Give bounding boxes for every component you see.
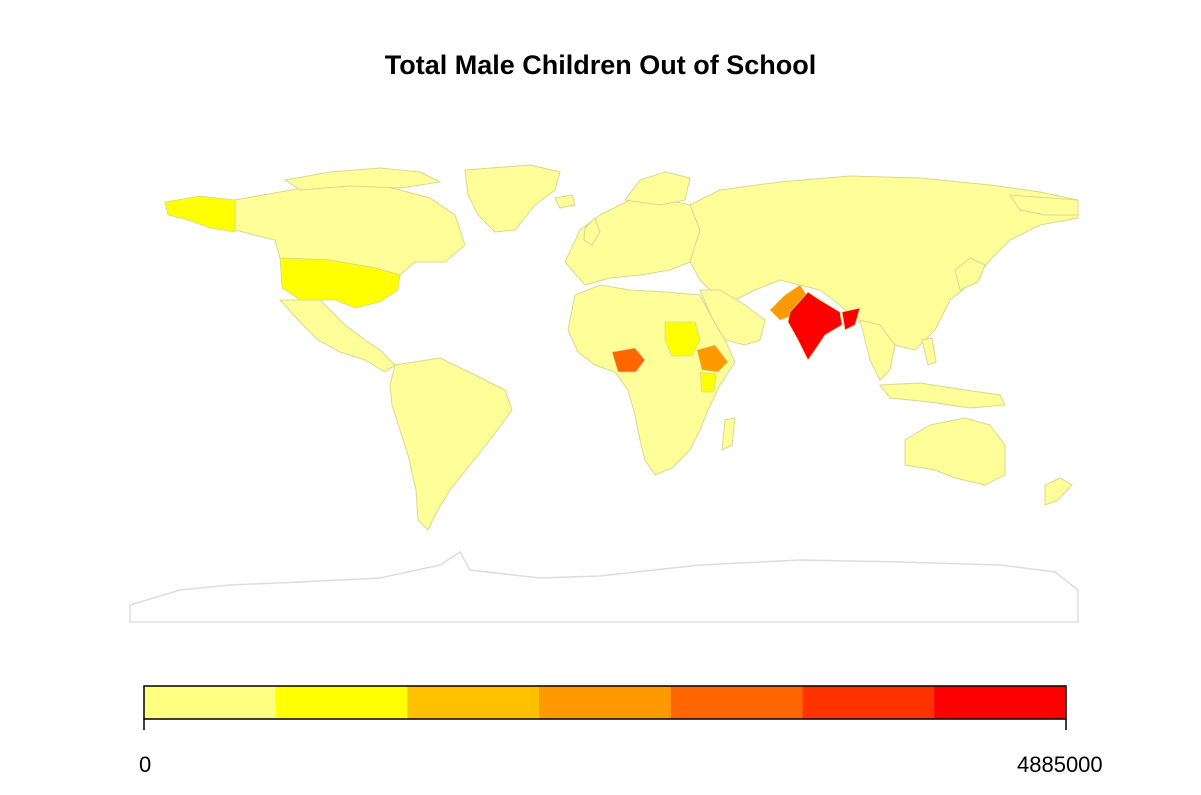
madagascar xyxy=(721,417,736,451)
scandinavia xyxy=(624,171,691,206)
country-usa xyxy=(279,257,401,309)
east-russia xyxy=(1009,194,1079,216)
legend-min-label: 0 xyxy=(139,752,152,777)
legend xyxy=(143,685,1067,730)
europe xyxy=(564,197,701,286)
arctic-islands xyxy=(283,167,442,191)
country-nigeria xyxy=(611,347,646,373)
country-alaska xyxy=(164,195,236,233)
central-america xyxy=(278,299,396,373)
legend-swatches xyxy=(144,686,1067,719)
country-ethiopia xyxy=(696,344,729,373)
japan xyxy=(954,257,986,291)
indonesia xyxy=(879,382,1006,409)
map-title: Total Male Children Out of School xyxy=(384,50,817,80)
legend-swatch xyxy=(670,686,804,719)
philippines xyxy=(921,337,937,366)
australia xyxy=(904,417,1006,486)
legend-border xyxy=(143,685,1067,720)
country-india xyxy=(787,291,843,361)
iceland xyxy=(554,194,576,209)
legend-swatch xyxy=(934,686,1067,719)
legend-swatch xyxy=(275,686,408,719)
southeast-asia xyxy=(859,319,896,381)
new-zealand xyxy=(1044,477,1073,506)
uk xyxy=(583,217,601,246)
legend-max-label: 4885000 xyxy=(1017,752,1103,777)
canada xyxy=(234,181,466,276)
country-kenya xyxy=(699,371,717,393)
highlighted-countries xyxy=(164,195,861,393)
greenland xyxy=(464,164,561,233)
antarctica xyxy=(129,550,1079,623)
country-sudan xyxy=(664,321,701,357)
legend-swatch xyxy=(407,686,540,719)
country-myanmar xyxy=(841,307,861,331)
continents xyxy=(234,164,1079,531)
legend-swatch xyxy=(802,686,935,719)
legend-swatch xyxy=(144,686,277,719)
south-america xyxy=(389,357,513,531)
legend-swatch xyxy=(539,686,672,719)
